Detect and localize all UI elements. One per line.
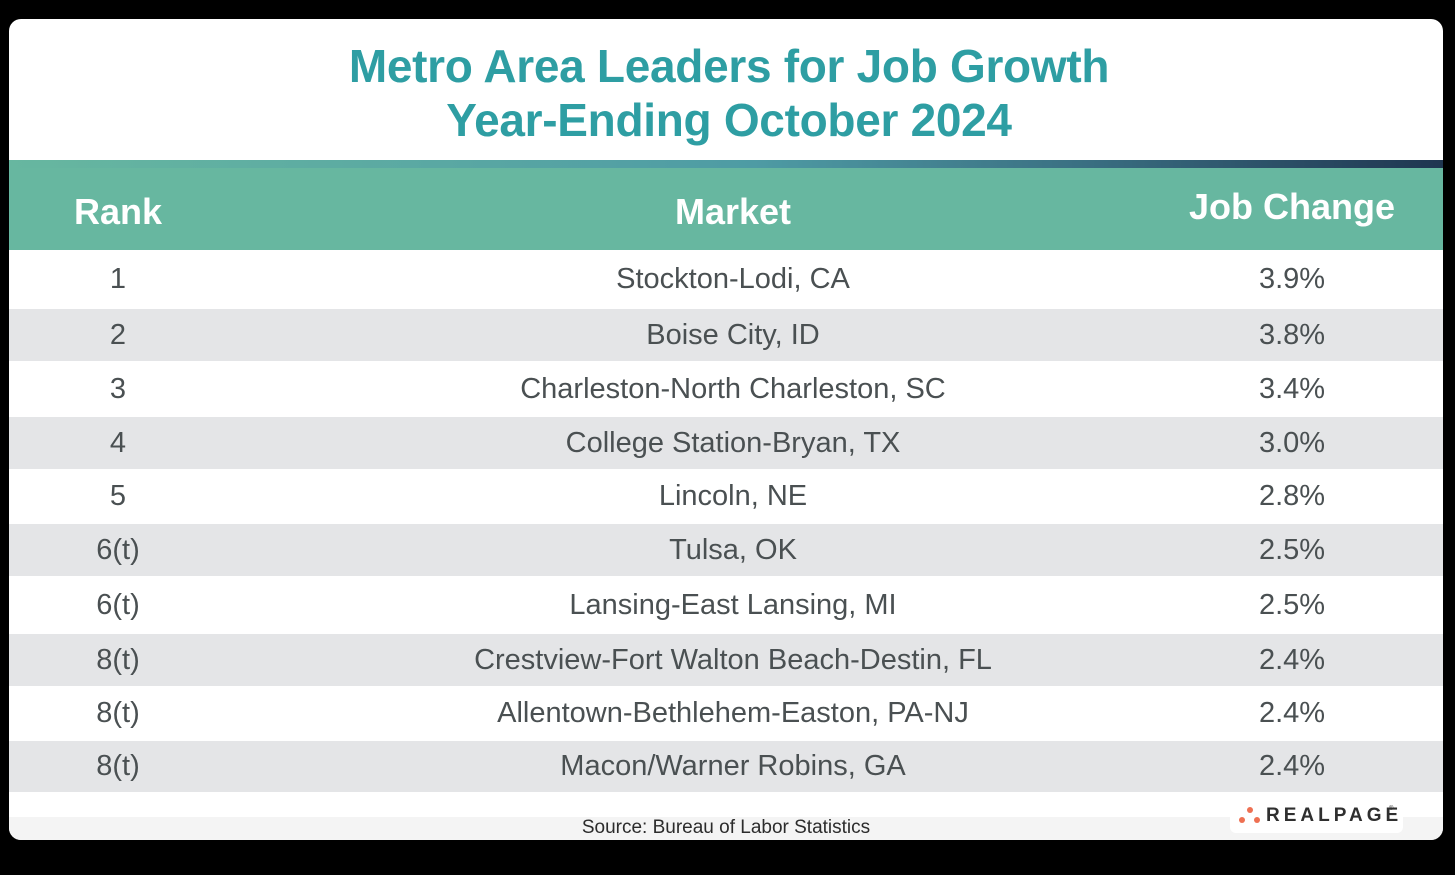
job-change-cell: 2.8% <box>1258 480 1326 512</box>
rank-cell: 4 <box>109 426 127 459</box>
title-line-1: Metro Area Leaders for Job Growth <box>348 40 1110 92</box>
table-row: 3 Charleston-North Charleston, SC 3.4% <box>9 361 1443 417</box>
job-change-cell: 2.4% <box>1258 643 1326 676</box>
header-job-change: Job Change <box>1188 186 1395 227</box>
page-title: Metro Area Leaders for Job Growth Year-E… <box>9 39 1443 147</box>
job-change-cell: 2.5% <box>1258 588 1326 621</box>
job-change-cell: 2.4% <box>1258 697 1326 729</box>
table-header: Rank Market Job Change <box>9 168 1443 250</box>
logo-wordmark: REALPAGE <box>1266 805 1403 826</box>
market-cell: Stockton-Lodi, CA <box>616 263 850 295</box>
table-row: 1 Stockton-Lodi, CA 3.9% <box>9 250 1443 309</box>
infographic-card: Metro Area Leaders for Job Growth Year-E… <box>9 19 1443 840</box>
table-row: 8(t) Crestview-Fort Walton Beach-Destin,… <box>9 634 1443 686</box>
market-cell: Boise City, ID <box>646 318 820 351</box>
market-cell: Charleston-North Charleston, SC <box>520 372 946 405</box>
rank-cell: 6(t) <box>96 533 140 566</box>
title-line-2: Year-Ending October 2024 <box>446 94 1012 146</box>
realpage-logo: REALPAGE ® <box>1230 800 1403 833</box>
header-market: Market <box>674 191 792 232</box>
table-row: 4 College Station-Bryan, TX 3.0% <box>9 417 1443 469</box>
job-change-cell: 3.0% <box>1258 426 1326 459</box>
table-row: 5 Lincoln, NE 2.8% <box>9 469 1443 524</box>
market-cell: Lincoln, NE <box>658 480 808 512</box>
market-cell: Allentown-Bethlehem-Easton, PA-NJ <box>497 697 969 729</box>
table-row: 2 Boise City, ID 3.8% <box>9 309 1443 361</box>
rank-cell: 2 <box>109 318 127 351</box>
rank-cell: 5 <box>109 480 127 512</box>
registered-mark: ® <box>1389 806 1394 812</box>
gradient-divider <box>9 160 1443 168</box>
market-cell: Tulsa, OK <box>669 533 797 566</box>
market-cell: Lansing-East Lansing, MI <box>569 588 897 621</box>
rank-cell: 6(t) <box>96 588 140 621</box>
table-body: 1 Stockton-Lodi, CA 3.9% 2 Boise City, I… <box>9 250 1443 792</box>
table-row: 8(t) Allentown-Bethlehem-Easton, PA-NJ 2… <box>9 686 1443 741</box>
job-change-cell: 3.8% <box>1258 318 1326 351</box>
table-row: 6(t) Lansing-East Lansing, MI 2.5% <box>9 576 1443 634</box>
header-rank: Rank <box>73 191 163 232</box>
footer: Source: Bureau of Labor Statistics <box>9 817 1443 840</box>
job-change-cell: 3.9% <box>1258 263 1326 295</box>
table-row: 6(t) Tulsa, OK 2.5% <box>9 524 1443 576</box>
rank-cell: 8(t) <box>96 750 140 782</box>
source-note: Source: Bureau of Labor Statistics <box>581 817 871 838</box>
rank-cell: 8(t) <box>96 643 140 676</box>
rank-cell: 3 <box>109 372 127 405</box>
rank-cell: 8(t) <box>96 697 140 729</box>
market-cell: College Station-Bryan, TX <box>565 426 901 459</box>
job-change-cell: 2.4% <box>1258 750 1326 782</box>
market-cell: Crestview-Fort Walton Beach-Destin, FL <box>474 643 992 676</box>
three-dots-triangle-icon <box>1239 807 1260 823</box>
table-row: 8(t) Macon/Warner Robins, GA 2.4% <box>9 741 1443 792</box>
job-change-cell: 2.5% <box>1258 533 1326 566</box>
job-change-cell: 3.4% <box>1258 372 1326 405</box>
rank-cell: 1 <box>109 263 127 295</box>
market-cell: Macon/Warner Robins, GA <box>560 750 906 782</box>
